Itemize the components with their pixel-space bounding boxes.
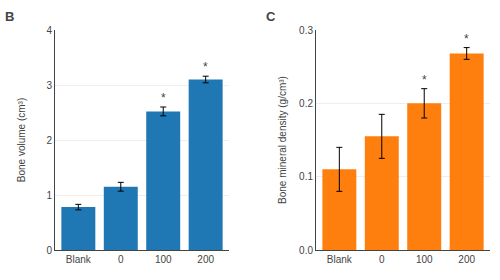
svg-text:1: 1 bbox=[46, 190, 52, 201]
svg-text:3: 3 bbox=[46, 80, 52, 91]
svg-text:0.0: 0.0 bbox=[299, 245, 313, 256]
svg-text:2: 2 bbox=[46, 135, 52, 146]
svg-text:Blank: Blank bbox=[66, 254, 92, 265]
svg-text:0.2: 0.2 bbox=[299, 98, 313, 109]
svg-text:4: 4 bbox=[46, 25, 52, 36]
svg-text:B: B bbox=[5, 9, 14, 24]
svg-text:Bone mineral density (g/cm³): Bone mineral density (g/cm³) bbox=[277, 76, 288, 204]
svg-text:Bone volume (cm³): Bone volume (cm³) bbox=[16, 98, 27, 182]
svg-text:*: * bbox=[203, 60, 208, 74]
svg-text:200: 200 bbox=[458, 254, 475, 265]
svg-text:0.1: 0.1 bbox=[299, 171, 313, 182]
svg-text:0: 0 bbox=[379, 254, 385, 265]
svg-text:0: 0 bbox=[118, 254, 124, 265]
svg-text:100: 100 bbox=[155, 254, 172, 265]
svg-text:*: * bbox=[161, 91, 166, 105]
svg-text:*: * bbox=[464, 32, 469, 46]
svg-text:Blank: Blank bbox=[327, 254, 353, 265]
svg-text:0: 0 bbox=[46, 245, 52, 256]
svg-text:*: * bbox=[422, 73, 427, 87]
svg-text:100: 100 bbox=[416, 254, 433, 265]
svg-text:200: 200 bbox=[197, 254, 214, 265]
svg-text:C: C bbox=[266, 9, 276, 24]
svg-text:0.3: 0.3 bbox=[299, 25, 313, 36]
